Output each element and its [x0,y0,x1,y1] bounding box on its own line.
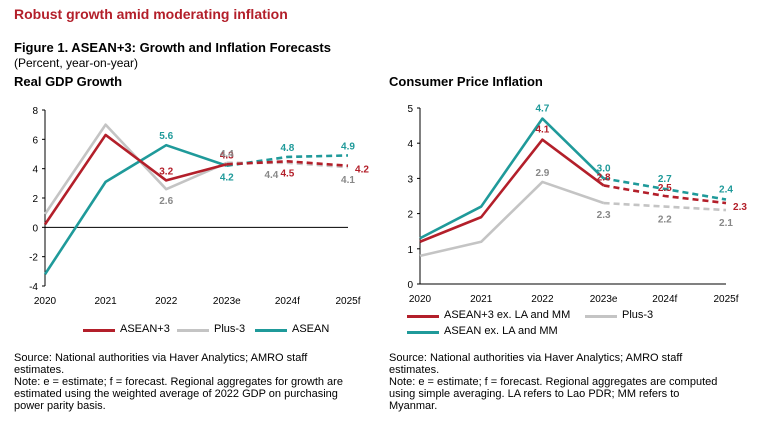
data-label: 4.1 [535,125,549,136]
gdp-chart: -4 -2 0 2 4 6 8 2020 2021 2022 2023e 2024f 2025f 3.2 4… [29,106,369,307]
data-label: 2.8 [597,172,611,183]
data-label: 2.3 [597,210,611,221]
data-label: 4.2 [220,173,234,184]
gdp-note-line: estimated using the weighted average of … [14,388,338,400]
data-label: 2.1 [719,218,733,229]
series-line-forecast [603,177,727,201]
figure-subtitle: (Percent, year-on-year) [14,56,139,70]
gdp-notes: Source: National authorities via Haver A… [14,352,343,412]
data-label: 4.4 [264,170,278,181]
gdp-note-line: Source: National authorities via Haver A… [14,352,308,364]
data-label: 3.2 [159,166,173,177]
x-tick-label: 2022 [155,296,178,307]
legend-swatch-plus3-cpi [585,315,617,318]
data-label: 4.8 [280,143,294,154]
series-line-actual [43,123,228,215]
y-tick-label: 4 [407,139,413,150]
series-line-forecast [603,201,727,212]
cpi-chart: 0 1 2 3 4 5 2020 2021 2022 2023e 2024f 2025f 4.1 2.8 2… [407,104,747,305]
x-tick-label: 2025f [713,294,738,305]
legend-swatch-asean3 [83,329,115,332]
legend-label-asean: ASEAN [292,323,330,335]
x-tick-label: 2020 [34,296,57,307]
x-tick-label: 2023e [590,294,618,305]
series-line-actual [419,180,605,258]
x-tick-label: 2025f [335,296,360,307]
data-label: 2.6 [159,196,173,207]
y-tick-label: 6 [32,135,38,146]
legend-label-asean3-ex: ASEAN+3 ex. LA and MM [444,309,571,321]
data-label: 2.2 [658,215,672,226]
y-tick-label: 3 [407,174,413,185]
data-label: 4.5 [280,168,294,179]
x-tick-label: 2021 [94,296,117,307]
legend-swatch-asean-ex [407,331,439,334]
data-label: 3.0 [597,163,611,174]
y-tick-label: 2 [407,210,413,221]
y-tick-label: 2 [32,194,38,205]
y-tick-label: 8 [32,106,38,117]
series-line-actual [419,138,605,243]
legend-label-asean3: ASEAN+3 [120,323,170,335]
legend-label-plus3: Plus-3 [214,323,246,335]
legend-label-plus3-cpi: Plus-3 [622,309,654,321]
y-tick-label: 1 [407,245,413,256]
x-tick-label: 2023e [213,296,241,307]
figure-title: Figure 1. ASEAN+3: Growth and Inflation … [14,40,331,55]
x-tick-label: 2021 [470,294,493,305]
series-line-forecast [226,160,349,168]
gdp-note-line: power parity basis. [14,400,106,412]
legend-swatch-asean [255,329,287,332]
data-label: 4.9 [341,141,355,152]
data-label: 2.3 [733,202,747,213]
gdp-note-line: estimates. [14,364,65,376]
x-tick-label: 2024f [275,296,300,307]
headline: Robust growth amid moderating inflation [14,6,288,22]
series-line-forecast [603,184,727,205]
x-tick-label: 2022 [531,294,554,305]
cpi-chart-title: Consumer Price Inflation [389,74,543,89]
x-tick-label: 2020 [409,294,432,305]
series-line-actual [43,143,228,275]
cpi-notes: Source: National authorities via Haver A… [389,352,717,412]
cpi-note-line: Note: e = estimate; f = forecast. Region… [389,376,718,388]
gdp-note-line: Note: e = estimate; f = forecast. Region… [14,376,343,388]
data-label: 2.9 [535,168,549,179]
x-tick-label: 2024f [652,294,677,305]
data-label: 4.7 [535,104,549,115]
series-line-actual [419,117,605,240]
legend-swatch-plus3 [177,329,209,332]
data-label: 5.6 [159,131,173,142]
data-label: 4.2 [355,165,369,176]
data-label: 2.4 [719,185,733,196]
y-tick-label: -4 [29,282,38,293]
gdp-chart-title: Real GDP Growth [14,74,123,89]
data-label: 4.3 [220,150,234,161]
legend-label-asean-ex: ASEAN ex. LA and MM [444,325,558,337]
data-label: 2.5 [658,183,672,194]
y-tick-label: 5 [407,104,413,115]
y-tick-label: 4 [32,165,38,176]
data-label: 2.7 [658,174,672,185]
y-tick-label: 0 [32,223,38,234]
series-line-actual [43,133,228,226]
y-tick-label: 0 [407,280,413,291]
cpi-note-line: estimates. [389,364,440,376]
legend-swatch-asean3-ex [407,315,439,318]
cpi-note-line: Myanmar. [389,400,438,412]
cpi-note-line: Source: National authorities via Haver A… [389,352,683,364]
cpi-note-line: using simple averaging. LA refers to Lao… [389,388,680,400]
data-label: 4.4 [220,149,234,160]
data-label: 4.1 [341,175,355,186]
y-tick-label: -2 [29,253,38,264]
